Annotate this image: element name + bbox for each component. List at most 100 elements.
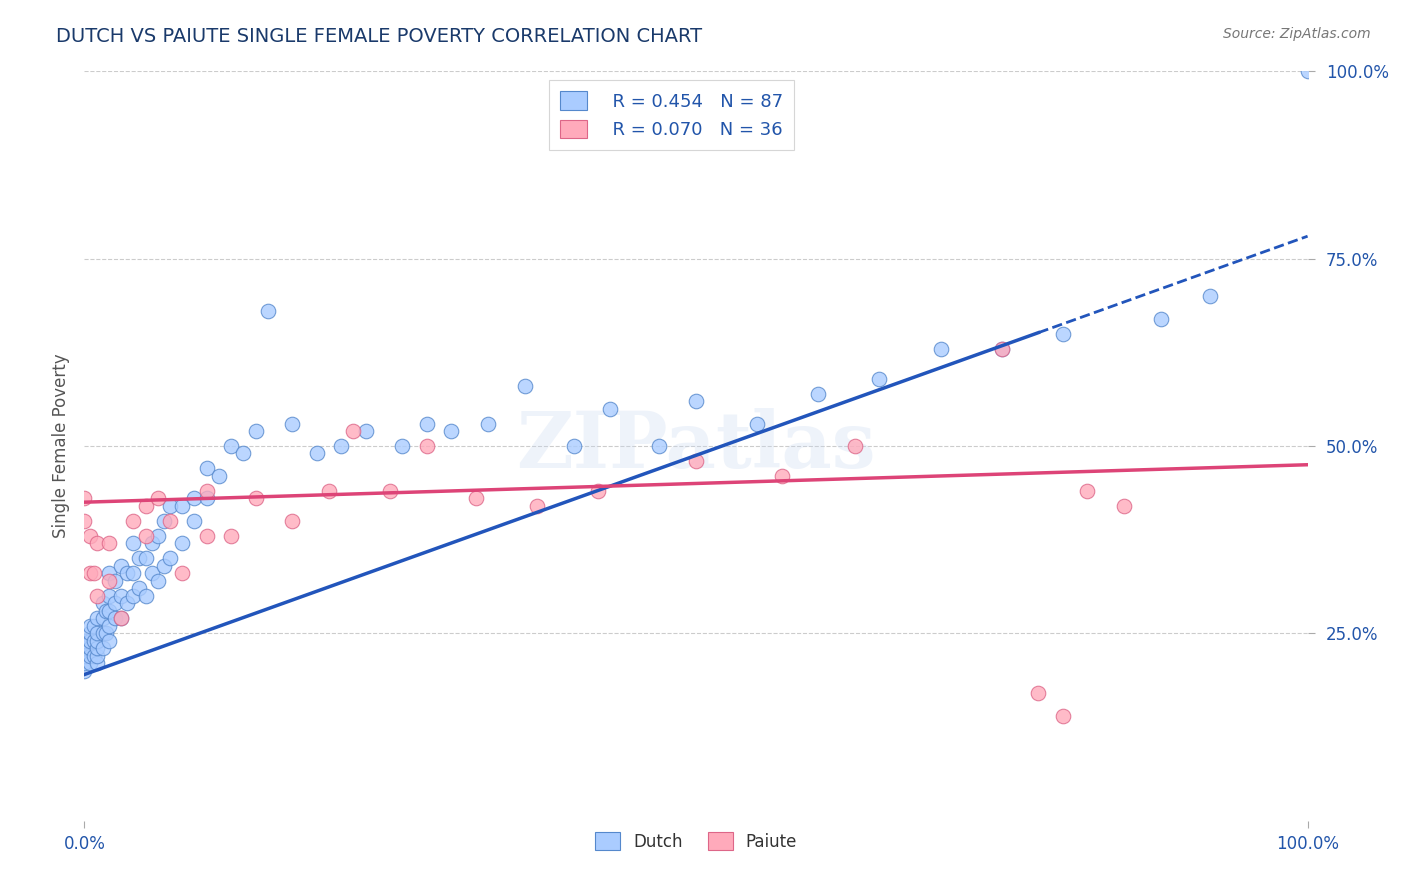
- Point: [91, 596, 114, 610]
- Point: [115, 566, 138, 581]
- Text: DUTCH VS PAIUTE SINGLE FEMALE POVERTY CORRELATION CHART: DUTCH VS PAIUTE SINGLE FEMALE POVERTY CO…: [56, 27, 703, 45]
- Point: [318, 483, 340, 498]
- Point: [354, 424, 377, 438]
- Point: [91, 611, 114, 625]
- Point: [342, 424, 364, 438]
- Point: [73, 491, 96, 506]
- Point: [232, 446, 254, 460]
- Point: [281, 514, 304, 528]
- Point: [146, 574, 169, 588]
- Point: [86, 657, 108, 671]
- Point: [83, 633, 105, 648]
- Point: [770, 469, 793, 483]
- Point: [104, 574, 127, 588]
- Point: [1076, 483, 1098, 498]
- Point: [146, 529, 169, 543]
- Point: [86, 626, 108, 640]
- Point: [97, 589, 120, 603]
- Point: [73, 641, 96, 656]
- Point: [104, 596, 127, 610]
- Y-axis label: Single Female Poverty: Single Female Poverty: [52, 354, 70, 538]
- Point: [1114, 499, 1136, 513]
- Point: [330, 439, 353, 453]
- Point: [96, 604, 118, 618]
- Point: [79, 529, 101, 543]
- Point: [79, 641, 101, 656]
- Point: [195, 461, 218, 475]
- Point: [159, 499, 181, 513]
- Point: [172, 499, 194, 513]
- Point: [83, 619, 105, 633]
- Point: [79, 657, 101, 671]
- Point: [146, 491, 169, 506]
- Point: [195, 483, 218, 498]
- Point: [79, 626, 101, 640]
- Point: [416, 439, 439, 453]
- Point: [73, 514, 96, 528]
- Point: [110, 589, 132, 603]
- Point: [97, 566, 120, 581]
- Point: [464, 491, 486, 506]
- Point: [135, 589, 157, 603]
- Point: [526, 499, 548, 513]
- Point: [245, 424, 267, 438]
- Point: [159, 514, 181, 528]
- Point: [91, 626, 114, 640]
- Point: [86, 633, 108, 648]
- Point: [86, 648, 108, 663]
- Point: [844, 439, 866, 453]
- Point: [1296, 64, 1319, 78]
- Point: [96, 626, 118, 640]
- Point: [172, 536, 194, 550]
- Point: [115, 596, 138, 610]
- Point: [1052, 326, 1074, 341]
- Point: [79, 619, 101, 633]
- Point: [135, 499, 157, 513]
- Point: [513, 379, 536, 393]
- Point: [135, 529, 157, 543]
- Point: [1150, 311, 1173, 326]
- Point: [391, 439, 413, 453]
- Point: [122, 536, 145, 550]
- Point: [219, 439, 242, 453]
- Point: [416, 417, 439, 431]
- Point: [97, 633, 120, 648]
- Point: [1052, 708, 1074, 723]
- Point: [380, 483, 402, 498]
- Point: [685, 454, 707, 468]
- Point: [929, 342, 952, 356]
- Point: [991, 342, 1014, 356]
- Point: [141, 566, 163, 581]
- Point: [869, 371, 891, 385]
- Point: [141, 536, 163, 550]
- Point: [91, 641, 114, 656]
- Point: [97, 604, 120, 618]
- Point: [183, 514, 205, 528]
- Point: [79, 648, 101, 663]
- Point: [110, 558, 132, 573]
- Point: [245, 491, 267, 506]
- Point: [110, 611, 132, 625]
- Point: [195, 491, 218, 506]
- Point: [195, 529, 218, 543]
- Point: [257, 304, 280, 318]
- Text: ZIPatlas: ZIPatlas: [516, 408, 876, 484]
- Point: [219, 529, 242, 543]
- Legend: Dutch, Paiute: Dutch, Paiute: [588, 826, 804, 857]
- Point: [86, 536, 108, 550]
- Point: [122, 514, 145, 528]
- Point: [281, 417, 304, 431]
- Point: [172, 566, 194, 581]
- Point: [440, 424, 463, 438]
- Point: [86, 611, 108, 625]
- Point: [685, 394, 707, 409]
- Point: [1028, 686, 1050, 700]
- Point: [104, 611, 127, 625]
- Point: [128, 551, 150, 566]
- Point: [79, 566, 101, 581]
- Point: [97, 574, 120, 588]
- Point: [97, 619, 120, 633]
- Point: [73, 657, 96, 671]
- Point: [305, 446, 328, 460]
- Point: [83, 648, 105, 663]
